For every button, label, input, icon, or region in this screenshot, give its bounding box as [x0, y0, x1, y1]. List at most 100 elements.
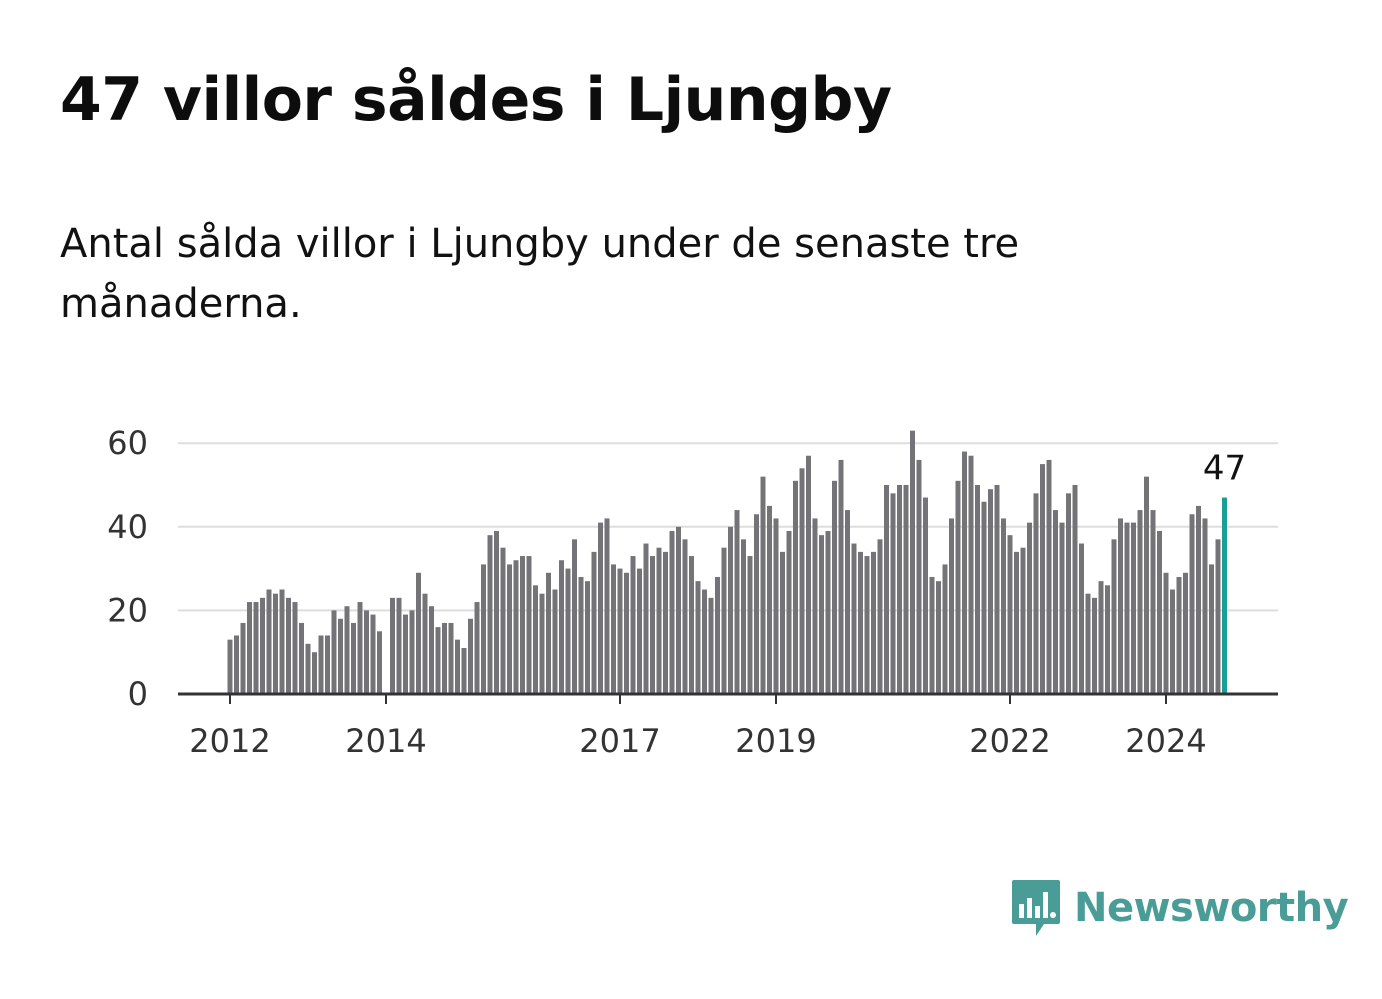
bar: [598, 522, 603, 694]
bar: [500, 547, 506, 694]
bar: [786, 530, 792, 694]
bar: [1202, 518, 1208, 694]
bar: [754, 514, 759, 694]
bar: [1066, 493, 1071, 694]
bar: [1215, 539, 1221, 694]
bar: [773, 518, 779, 694]
bar: [851, 543, 857, 694]
bar: [760, 476, 766, 694]
bar: [936, 581, 941, 694]
x-tick-label: 2019: [735, 722, 816, 760]
bar: [1157, 530, 1162, 694]
bar: [1001, 518, 1006, 694]
bar: [331, 610, 337, 694]
bar: [390, 597, 395, 694]
bar: [903, 485, 909, 694]
bar: [520, 556, 525, 694]
x-tick-label: 2022: [969, 722, 1050, 760]
bar: [864, 556, 870, 694]
bar: [604, 518, 610, 694]
bar: [663, 551, 668, 694]
bar: [884, 485, 889, 694]
bar: [981, 501, 987, 694]
bar: [858, 551, 863, 694]
bar: [871, 551, 876, 694]
bar: [494, 530, 499, 694]
bar: [1007, 535, 1013, 694]
bar: [422, 593, 428, 694]
bar: [1163, 572, 1169, 694]
bar: [910, 430, 915, 694]
bar: [351, 622, 356, 694]
bar: [474, 602, 480, 694]
bar: [1059, 522, 1065, 694]
bar: [240, 622, 246, 694]
bar: [318, 635, 324, 694]
bar: [416, 572, 421, 694]
bar: [1020, 547, 1026, 694]
bar: [435, 627, 441, 694]
bar: [1033, 493, 1039, 694]
bar: [799, 468, 805, 694]
bar: [247, 602, 252, 694]
bar: [1098, 581, 1104, 694]
bar: [539, 593, 545, 694]
y-tick-label: 60: [107, 424, 148, 462]
x-tick-label: 2024: [1125, 722, 1206, 760]
bar: [357, 602, 363, 694]
chart-title: 47 villor såldes i Ljungby: [60, 65, 892, 135]
bar: [942, 564, 948, 694]
bar: [916, 459, 922, 694]
bar: [513, 560, 519, 694]
bar-highlight: [1222, 497, 1227, 694]
highlight-value-label: 47: [1203, 449, 1246, 489]
bar: [370, 614, 376, 694]
bar: [806, 455, 811, 694]
bar: [299, 622, 304, 694]
bar: [1170, 589, 1175, 694]
bar: [1118, 518, 1123, 694]
bar: [838, 459, 844, 694]
bar: [825, 530, 831, 694]
x-tick-label: 2017: [579, 722, 660, 760]
bar: [1131, 522, 1136, 694]
bar: [630, 556, 636, 694]
brand-logo: Newsworthy: [1010, 878, 1349, 938]
bar: [253, 602, 259, 694]
bar: [533, 585, 538, 694]
bar: [1124, 522, 1130, 694]
bar: [994, 485, 1000, 694]
y-tick-label: 20: [107, 591, 148, 629]
bar: [617, 568, 623, 694]
bar: [279, 589, 285, 694]
bar: [728, 526, 733, 694]
bar: [962, 451, 967, 694]
bar: [669, 530, 675, 694]
chart-subtitle: Antal sålda villor i Ljungby under de se…: [60, 221, 1020, 327]
bar: [695, 581, 701, 694]
bar: [481, 564, 486, 694]
bar: [819, 535, 824, 694]
bar: [507, 564, 512, 694]
bar: [676, 526, 681, 694]
bar: [949, 518, 954, 694]
bar: [487, 535, 493, 694]
bar: [234, 635, 239, 694]
bar: [734, 510, 740, 694]
bar: [1176, 576, 1182, 694]
bar: [682, 539, 688, 694]
bar: [741, 539, 746, 694]
x-tick-label: 2012: [189, 722, 270, 760]
bar: [812, 518, 818, 694]
bar: [767, 505, 772, 694]
bar: [637, 568, 642, 694]
bar: [1027, 522, 1032, 694]
bar: [656, 547, 662, 694]
bar: [448, 622, 454, 694]
bar: [292, 602, 298, 694]
bar: [988, 489, 993, 694]
bar: [591, 551, 597, 694]
bar: [455, 639, 460, 694]
bar: [526, 556, 532, 694]
bar: [396, 597, 402, 694]
